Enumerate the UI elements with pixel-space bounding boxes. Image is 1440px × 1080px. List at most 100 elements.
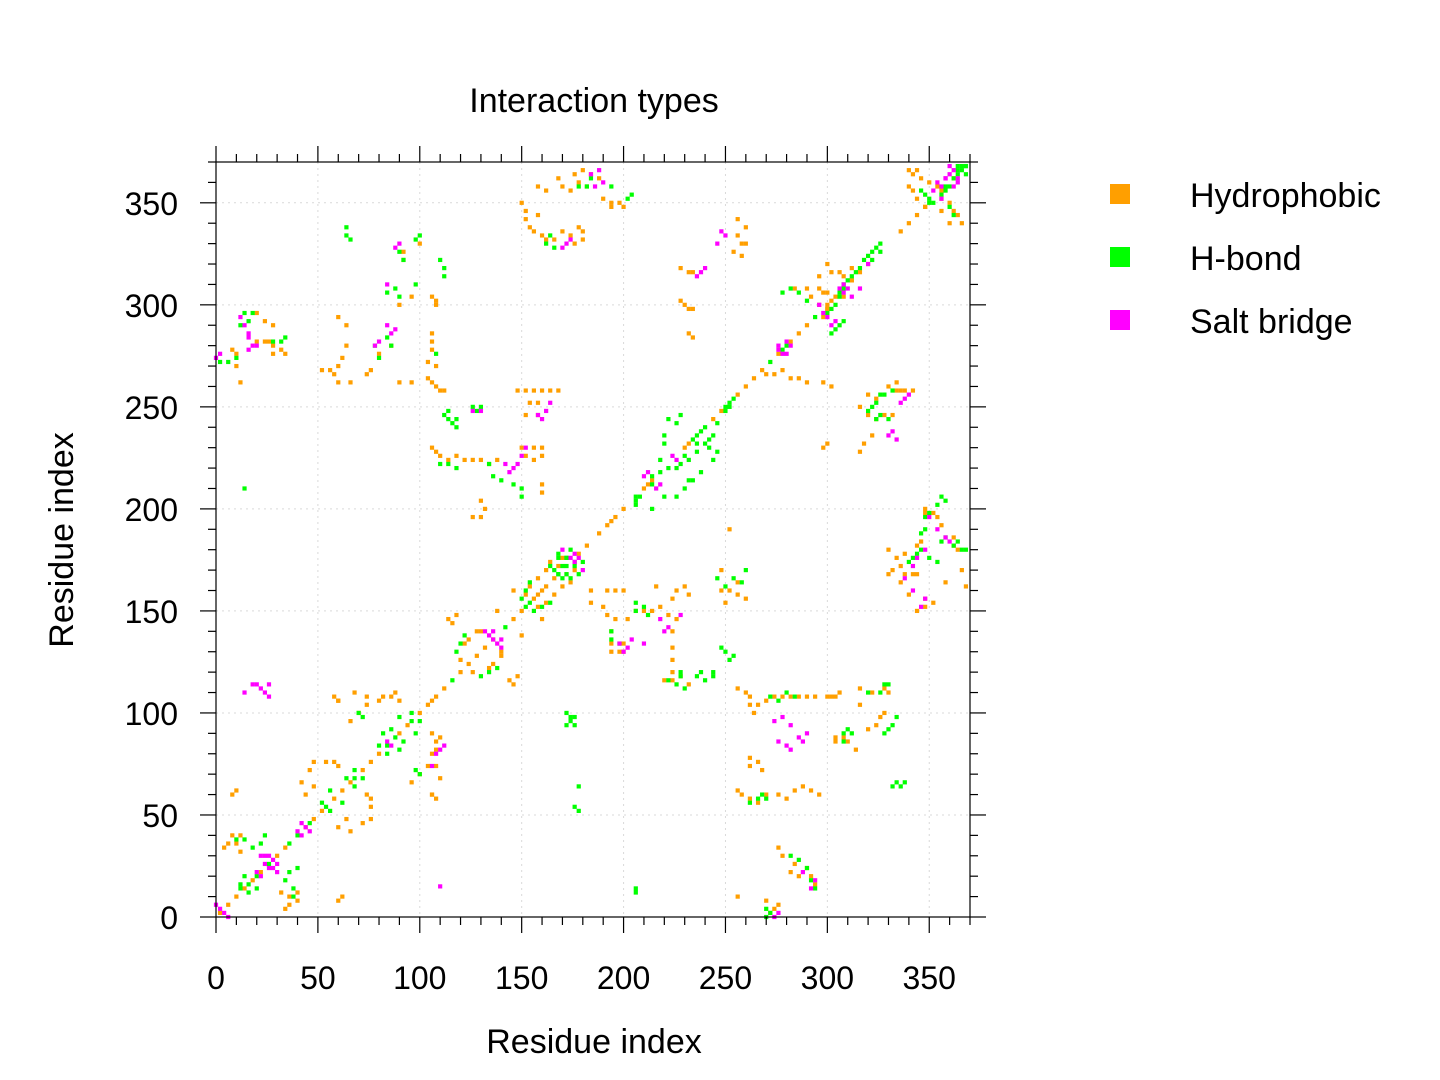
data-point — [698, 470, 704, 475]
data-point — [931, 510, 936, 516]
data-point — [552, 576, 557, 581]
data-point — [882, 731, 887, 736]
data-point — [959, 221, 964, 226]
data-point — [829, 323, 834, 328]
data-point — [262, 690, 268, 695]
data-point — [360, 714, 365, 720]
data-point — [633, 886, 638, 891]
data-point — [947, 539, 952, 544]
data-point — [804, 731, 810, 736]
data-point — [336, 763, 341, 769]
data-point — [344, 233, 349, 238]
data-point — [511, 465, 516, 471]
data-point — [336, 363, 341, 369]
data-point — [772, 906, 777, 911]
data-point — [829, 298, 834, 303]
data-point — [242, 837, 247, 842]
data-point — [283, 351, 288, 356]
data-point — [348, 829, 353, 834]
data-point — [275, 853, 280, 858]
data-point — [959, 168, 964, 173]
data-point — [523, 217, 528, 222]
data-point — [319, 800, 325, 805]
data-point — [246, 319, 251, 324]
data-point — [507, 678, 512, 683]
data-point — [943, 580, 948, 585]
data-point — [943, 535, 948, 540]
data-point — [662, 441, 667, 446]
data-point — [788, 853, 793, 858]
data-point — [641, 604, 647, 609]
data-point — [939, 539, 944, 544]
data-point — [470, 670, 475, 675]
y-tick-label: 200 — [125, 492, 178, 528]
data-point — [311, 759, 316, 765]
data-point — [478, 674, 484, 679]
data-point — [519, 486, 524, 491]
data-point — [250, 878, 255, 883]
data-point — [572, 563, 577, 569]
data-point — [902, 388, 907, 393]
data-point — [735, 686, 740, 691]
data-point — [568, 576, 573, 581]
data-point — [813, 694, 818, 699]
data-point — [389, 343, 394, 348]
data-point — [478, 457, 484, 463]
data-point — [784, 339, 789, 344]
data-point — [939, 188, 944, 193]
data-point — [535, 412, 541, 418]
data-point — [360, 767, 365, 773]
data-point — [368, 804, 373, 809]
data-point — [959, 547, 964, 552]
data-point — [906, 592, 911, 597]
data-point — [727, 404, 732, 409]
data-point — [857, 449, 863, 454]
data-point — [772, 694, 777, 699]
data-point — [739, 792, 744, 797]
data-point — [682, 302, 687, 307]
data-point — [433, 763, 439, 769]
data-point — [674, 465, 679, 471]
data-point — [890, 388, 895, 393]
data-point — [238, 323, 243, 328]
data-point — [413, 731, 418, 736]
data-point — [433, 302, 439, 307]
data-point — [939, 523, 944, 528]
data-point — [841, 319, 846, 324]
data-point — [446, 408, 451, 414]
data-point — [389, 727, 394, 732]
data-point — [266, 861, 272, 867]
data-point — [849, 266, 854, 271]
data-point — [666, 612, 671, 618]
data-point — [670, 453, 675, 458]
data-point — [535, 592, 541, 597]
data-point — [649, 506, 655, 511]
data-point — [552, 592, 557, 597]
data-point — [927, 510, 932, 516]
data-point — [866, 690, 871, 695]
y-tick-label: 150 — [125, 594, 178, 630]
data-point — [760, 792, 765, 797]
data-point — [576, 572, 581, 577]
data-point — [319, 808, 325, 813]
data-point — [544, 188, 549, 193]
data-point — [829, 384, 834, 389]
data-point — [821, 445, 826, 450]
data-point — [446, 417, 451, 422]
data-point — [303, 825, 308, 830]
data-point — [674, 588, 679, 593]
legend-swatch-salt-bridge — [1110, 310, 1130, 330]
data-point — [808, 874, 814, 879]
data-point — [914, 196, 920, 201]
data-point — [291, 886, 296, 891]
data-point — [633, 890, 638, 895]
data-point — [250, 343, 255, 348]
data-point — [511, 682, 516, 687]
data-point — [857, 286, 863, 291]
data-point — [825, 694, 830, 699]
data-point — [825, 261, 830, 267]
data-point — [238, 833, 243, 838]
data-point — [409, 719, 414, 724]
data-point — [364, 792, 369, 797]
data-point — [340, 800, 345, 805]
